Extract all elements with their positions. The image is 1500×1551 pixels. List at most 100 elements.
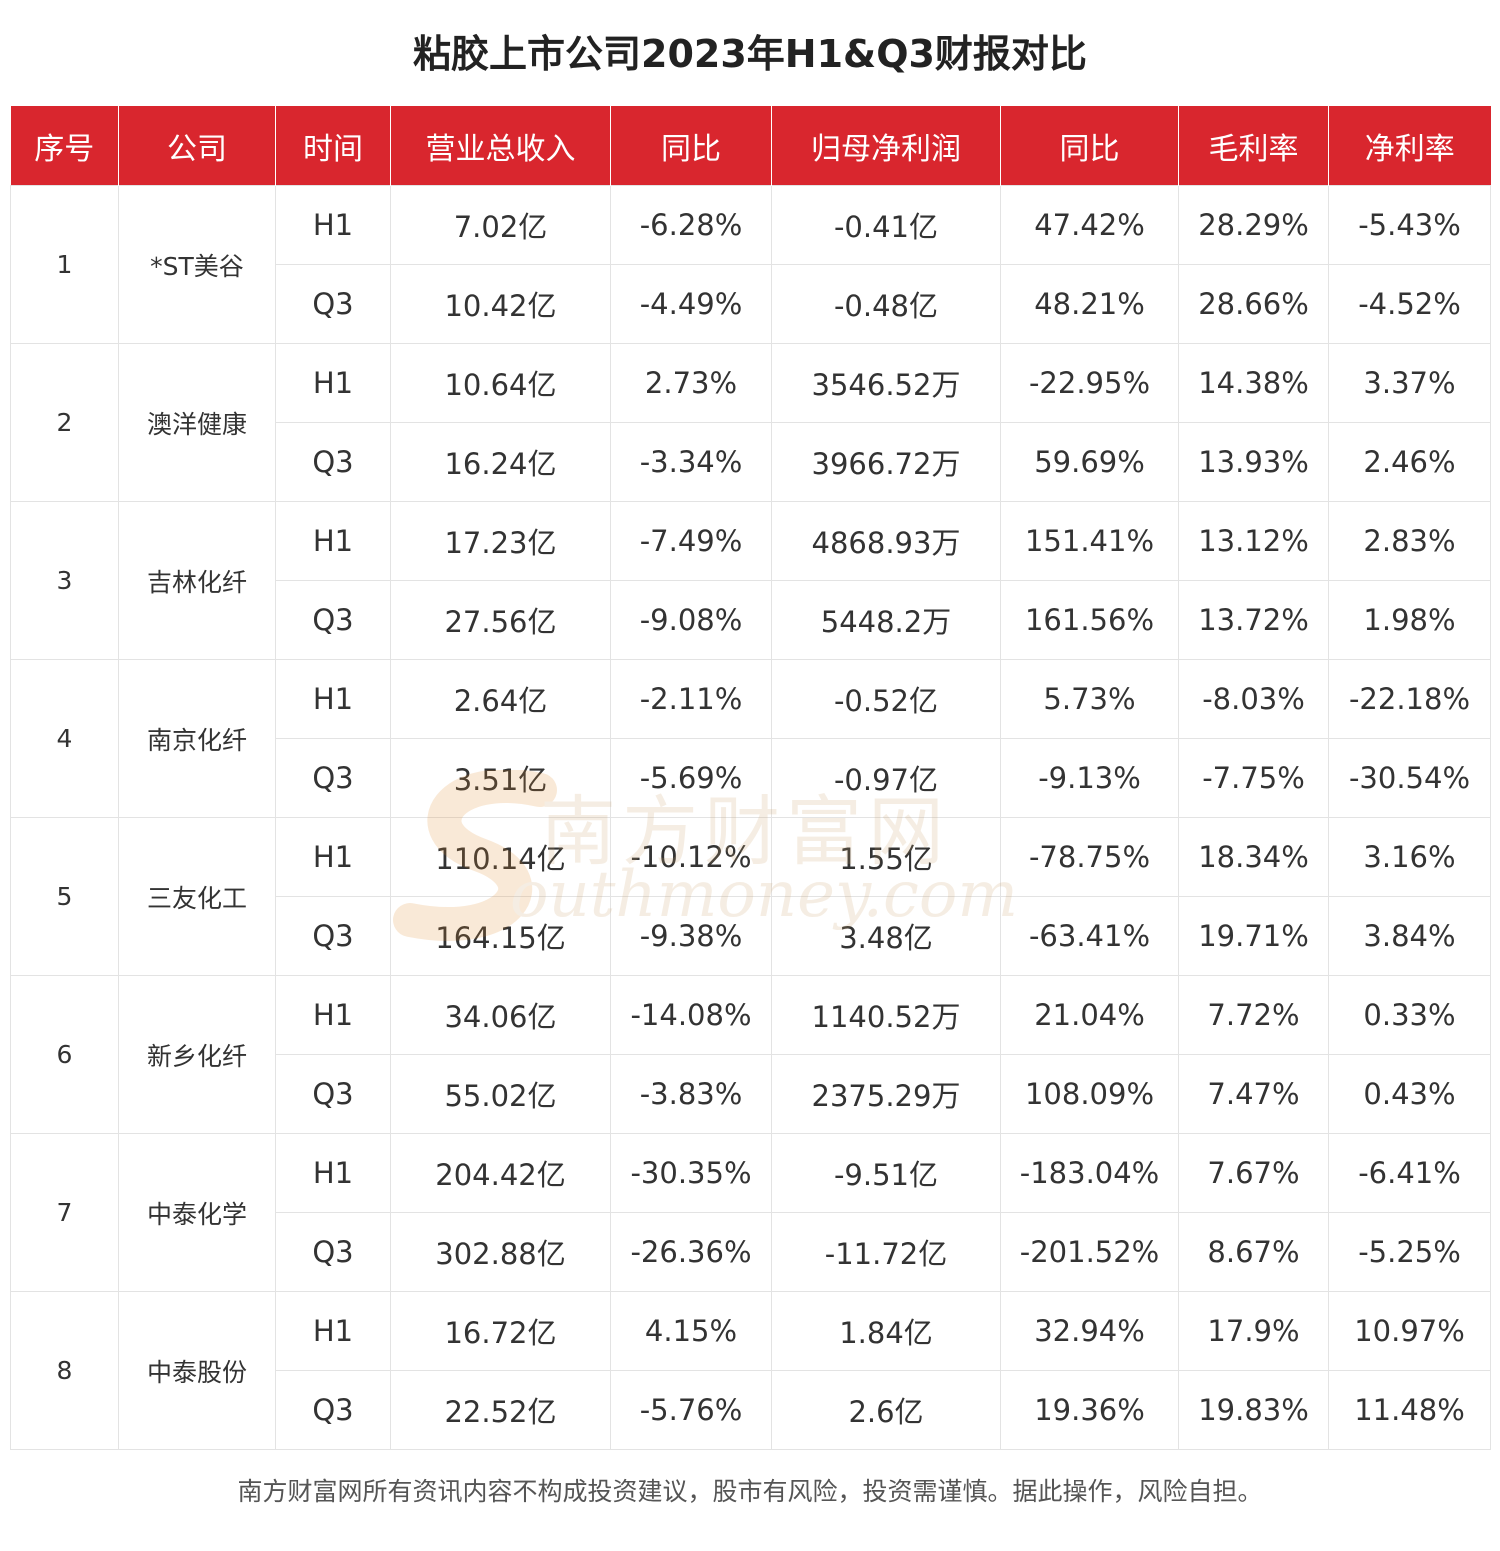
revenue-cell: 2.64亿 — [390, 659, 611, 739]
revenue-yoy-cell: -6.28% — [610, 185, 772, 265]
net-profit-cell: 3546.52万 — [771, 343, 1001, 423]
net-profit-yoy-cell: 47.42% — [1000, 185, 1179, 265]
row-index-cell: 6 — [10, 975, 119, 1134]
net-margin-cell: 3.16% — [1328, 817, 1491, 897]
revenue-cell: 110.14亿 — [390, 817, 611, 897]
revenue-cell: 16.72亿 — [390, 1291, 611, 1371]
net-margin-cell: -30.54% — [1328, 738, 1491, 818]
revenue-cell: 302.88亿 — [390, 1212, 611, 1292]
table-row: 3 吉林化纤 H1 17.23亿 -7.49% 4868.93万 151.41% 13.12%… — [10, 501, 1491, 660]
revenue-yoy-cell: -2.11% — [610, 659, 772, 739]
net-profit-cell: 3966.72万 — [771, 422, 1001, 502]
net-profit-yoy-cell: 5.73% — [1000, 659, 1179, 739]
net-margin-cell: -5.43% — [1328, 185, 1491, 265]
row-index-cell: 1 — [10, 185, 119, 344]
net-profit-cell: 2.6亿 — [771, 1370, 1001, 1450]
net-margin-cell: -4.52% — [1328, 264, 1491, 344]
net-margin-cell: 3.84% — [1328, 896, 1491, 976]
gross-margin-cell: 13.12% — [1178, 501, 1329, 581]
disclaimer-footer: 南方财富网所有资讯内容不构成投资建议，股市有风险，投资需谨慎。据此操作，风险自担… — [237, 1477, 1263, 1506]
revenue-cell: 34.06亿 — [390, 975, 611, 1055]
period-cell: H1 — [275, 1291, 391, 1371]
row-index-cell: 2 — [10, 343, 119, 502]
revenue-yoy-cell: -10.12% — [610, 817, 772, 897]
table-row: 5 三友化工 H1 110.14亿 -10.12% 1.55亿 -78.75% 18.34% 3… — [10, 817, 1491, 976]
column-header: 同比 — [610, 106, 772, 186]
page-title: 粘胶上市公司2023年H1&Q3财报对比 — [413, 32, 1087, 76]
gross-margin-cell: 7.47% — [1178, 1054, 1329, 1134]
table-row: 6 新乡化纤 H1 34.06亿 -14.08% 1140.52万 21.04% 7.72% 0… — [10, 975, 1491, 1134]
net-margin-cell: 2.83% — [1328, 501, 1491, 581]
revenue-cell: 204.42亿 — [390, 1133, 611, 1213]
gross-margin-cell: 7.72% — [1178, 975, 1329, 1055]
company-name-cell: 中泰化学 — [118, 1133, 276, 1292]
revenue-yoy-cell: -5.69% — [610, 738, 772, 818]
gross-margin-cell: 17.9% — [1178, 1291, 1329, 1371]
net-margin-cell: -22.18% — [1328, 659, 1491, 739]
column-header: 归母净利润 — [771, 106, 1001, 186]
revenue-yoy-cell: -3.34% — [610, 422, 772, 502]
table-row: Q3 3.51亿 -5.69% -0.97亿 -9.13% -7.75% -30.54% — [11, 738, 1491, 818]
period-cell: H1 — [275, 1133, 391, 1213]
table-header-row: 序号 公司 时间 营业总收入 同比 归母净利润 同比 毛利率 净利率 — [10, 106, 1491, 186]
gross-margin-cell: 19.83% — [1178, 1370, 1329, 1450]
revenue-cell: 10.64亿 — [390, 343, 611, 423]
revenue-cell: 7.02亿 — [390, 185, 611, 265]
table-row: 8 中泰股份 H1 16.72亿 4.15% 1.84亿 32.94% 17.9% 10.97% — [10, 1291, 1491, 1450]
net-profit-yoy-cell: -9.13% — [1000, 738, 1179, 818]
net-margin-cell: 0.33% — [1328, 975, 1491, 1055]
revenue-yoy-cell: -7.49% — [610, 501, 772, 581]
net-margin-cell: 0.43% — [1328, 1054, 1491, 1134]
net-profit-cell: 3.48亿 — [771, 896, 1001, 976]
net-profit-yoy-cell: -78.75% — [1000, 817, 1179, 897]
company-name-cell: 吉林化纤 — [118, 501, 276, 660]
revenue-cell: 3.51亿 — [390, 738, 611, 818]
table-row: Q3 164.15亿 -9.38% 3.48亿 -63.41% 19.71% 3.84% — [11, 896, 1491, 976]
gross-margin-cell: 14.38% — [1178, 343, 1329, 423]
period-cell: Q3 — [275, 1370, 391, 1450]
net-profit-yoy-cell: 108.09% — [1000, 1054, 1179, 1134]
net-profit-yoy-cell: -183.04% — [1000, 1133, 1179, 1213]
column-header: 公司 — [118, 106, 276, 186]
period-cell: Q3 — [275, 1054, 391, 1134]
gross-margin-cell: 8.67% — [1178, 1212, 1329, 1292]
table-row: Q3 27.56亿 -9.08% 5448.2万 161.56% 13.72% 1.98% — [11, 580, 1491, 660]
row-index-cell: 3 — [10, 501, 119, 660]
period-cell: Q3 — [275, 580, 391, 660]
company-name-cell: *ST美谷 — [118, 185, 276, 344]
net-margin-cell: -6.41% — [1328, 1133, 1491, 1213]
table-row: 7 中泰化学 H1 204.42亿 -30.35% -9.51亿 -183.04% 7.67%… — [10, 1133, 1491, 1292]
row-index-cell: 7 — [10, 1133, 119, 1292]
table-row: 2 澳洋健康 H1 10.64亿 2.73% 3546.52万 -22.95% 14.38% 3… — [10, 343, 1491, 502]
revenue-yoy-cell: -9.08% — [610, 580, 772, 660]
net-profit-cell: 5448.2万 — [771, 580, 1001, 660]
column-header: 毛利率 — [1178, 106, 1329, 186]
net-margin-cell: -5.25% — [1328, 1212, 1491, 1292]
revenue-yoy-cell: -3.83% — [610, 1054, 772, 1134]
net-profit-cell: -0.48亿 — [771, 264, 1001, 344]
company-name-cell: 澳洋健康 — [118, 343, 276, 502]
net-profit-yoy-cell: 59.69% — [1000, 422, 1179, 502]
net-margin-cell: 3.37% — [1328, 343, 1491, 423]
revenue-cell: 164.15亿 — [390, 896, 611, 976]
net-profit-cell: -0.41亿 — [771, 185, 1001, 265]
net-profit-yoy-cell: 32.94% — [1000, 1291, 1179, 1371]
net-profit-yoy-cell: -22.95% — [1000, 343, 1179, 423]
revenue-yoy-cell: -5.76% — [610, 1370, 772, 1450]
revenue-yoy-cell: -4.49% — [610, 264, 772, 344]
revenue-yoy-cell: 2.73% — [610, 343, 772, 423]
revenue-yoy-cell: -26.36% — [610, 1212, 772, 1292]
column-header: 同比 — [1000, 106, 1179, 186]
net-profit-yoy-cell: 48.21% — [1000, 264, 1179, 344]
period-cell: Q3 — [275, 264, 391, 344]
net-margin-cell: 10.97% — [1328, 1291, 1491, 1371]
revenue-cell: 27.56亿 — [390, 580, 611, 660]
company-name-cell: 新乡化纤 — [118, 975, 276, 1134]
net-profit-cell: -11.72亿 — [771, 1212, 1001, 1292]
row-index-cell: 5 — [10, 817, 119, 976]
table-row: Q3 16.24亿 -3.34% 3966.72万 59.69% 13.93% 2.46% — [11, 422, 1491, 502]
period-cell: H1 — [275, 501, 391, 581]
table-row: 4 南京化纤 H1 2.64亿 -2.11% -0.52亿 5.73% -8.03% -22.1… — [10, 659, 1491, 818]
gross-margin-cell: -8.03% — [1178, 659, 1329, 739]
period-cell: H1 — [275, 343, 391, 423]
